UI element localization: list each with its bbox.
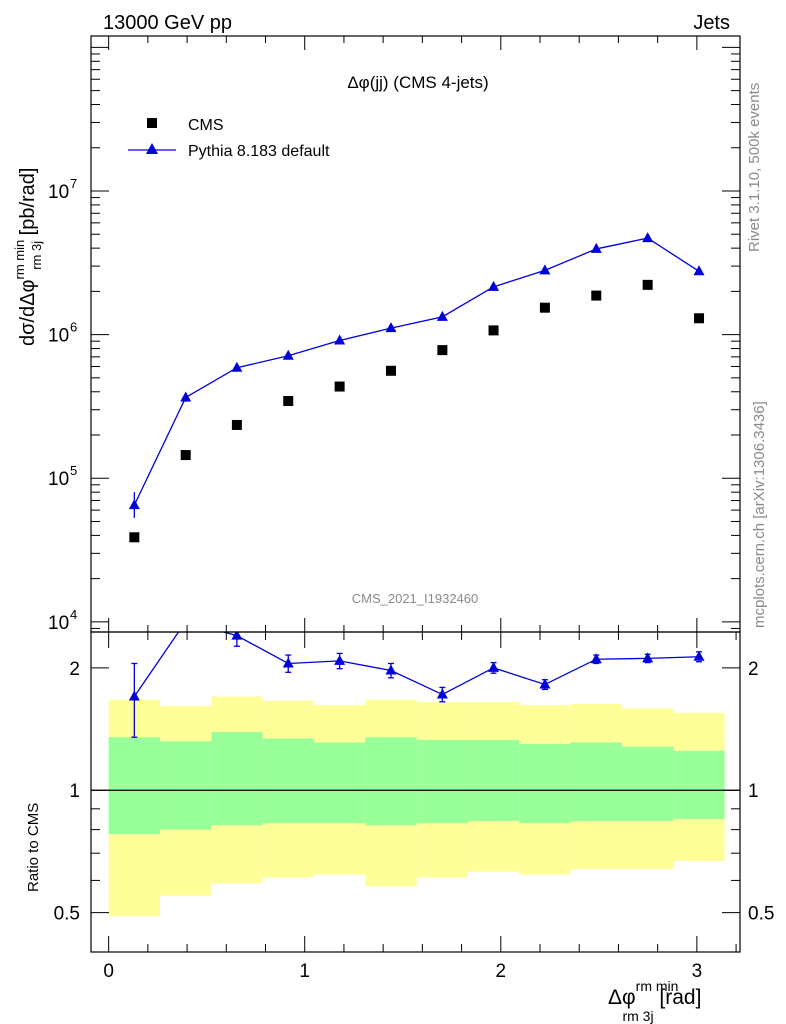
- cms-data-point: [539, 302, 550, 313]
- cms-data-point: [488, 325, 499, 336]
- ratio-mc-point: [436, 688, 448, 699]
- ratio-plot: 0.5 0.5 1 1 2 2 0 1 2 3: [54, 615, 774, 982]
- mc-point: [539, 264, 551, 275]
- ratio-mc-point: [282, 657, 294, 668]
- ratio-mc-point-group: [693, 650, 705, 663]
- legend: CMS Pythia 8.183 default: [128, 117, 330, 160]
- cms-data-point: [385, 365, 396, 376]
- ratio-mc-point: [590, 653, 602, 664]
- mc-point: [590, 242, 602, 253]
- y-tick-label-main: 10: [48, 182, 69, 203]
- ratio-mc-point: [385, 664, 397, 675]
- legend-mc-marker: [146, 143, 158, 154]
- x-axis-label: Δφrm min rm 3j [rad]: [608, 978, 701, 1024]
- ratio-mc-point: [488, 661, 500, 672]
- mc-point: [385, 322, 397, 333]
- analysis-id: CMS_2021_I1932460: [352, 591, 479, 606]
- x-tick-label: 0: [103, 961, 114, 982]
- cms-data-point: [180, 450, 191, 461]
- mc-point: [436, 310, 448, 321]
- y-axis-label-main: dσ/dΔφrm min rm 3j [pb/rad]: [12, 168, 44, 346]
- ratio-band-inner: [108, 737, 161, 835]
- y-tick-label-ratio-right: 0.5: [748, 904, 774, 925]
- legend-cms-marker: [147, 118, 157, 128]
- ratio-mc-point-group: [590, 653, 602, 665]
- ratio-band-inner: [621, 746, 674, 822]
- cms-data-point: [591, 290, 602, 301]
- header-left: 13000 GeV pp: [103, 12, 232, 34]
- y-axis-label-ratio: Ratio to CMS: [25, 803, 42, 892]
- ratio-band-inner: [313, 742, 366, 824]
- y-tick-label-ratio: 0.5: [54, 904, 80, 925]
- cms-data-point: [231, 419, 242, 430]
- ratio-band-inner: [673, 750, 725, 819]
- cms-data-point: [694, 313, 705, 324]
- mc-point: [128, 499, 140, 510]
- ratio-mc-point-group: [436, 686, 448, 703]
- plot-title: Δφ(jj) (CMS 4-jets): [347, 73, 488, 92]
- mc-point: [180, 391, 192, 402]
- ratio-mc-point: [128, 690, 140, 701]
- ratio-mc-line: [133, 632, 700, 697]
- x-tick-label: 1: [299, 961, 310, 982]
- ratio-mc-point-group: [334, 652, 346, 670]
- legend-mc-label: Pythia 8.183 default: [188, 143, 330, 160]
- mc-point: [334, 334, 346, 345]
- x-tick-label: 3: [692, 961, 703, 982]
- ratio-band-inner: [262, 738, 314, 824]
- ratio-band-inner: [519, 743, 571, 824]
- ratio-mc-point-group: [180, 615, 191, 629]
- mc-line: [133, 237, 700, 506]
- header-right: Jets: [693, 12, 730, 34]
- ratio-frame: [90, 631, 741, 953]
- y-tick-label-main: 10: [48, 326, 69, 347]
- ratio-mc-point: [334, 654, 346, 665]
- cms-data-point: [129, 532, 140, 543]
- ratio-mc-point: [231, 632, 243, 640]
- ratio-mc-point-group: [282, 654, 294, 673]
- rivet-label: Rivet 3.1.10, 500k events: [746, 83, 763, 252]
- ratio-mc-point-group: [642, 652, 654, 664]
- ratio-mc-point-group: [385, 662, 397, 679]
- ratio-mc-point: [693, 650, 705, 661]
- legend-cms-label: CMS: [188, 117, 224, 134]
- ratio-mc-point: [642, 652, 654, 663]
- y-tick-label-exp: 7: [70, 176, 77, 191]
- y-tick-label-main: 10: [48, 613, 69, 634]
- y-tick-label-exp: 4: [70, 607, 77, 622]
- ratio-mc-point: [180, 616, 191, 626]
- cms-data-point: [437, 345, 448, 356]
- y-tick-label-ratio-right: 1: [748, 781, 759, 802]
- mc-point: [488, 280, 500, 291]
- cms-data-point: [642, 279, 653, 290]
- ratio-band-inner: [211, 732, 263, 826]
- ratio-mc-point-group: [539, 678, 551, 691]
- mc-point: [231, 361, 243, 372]
- y-tick-label-ratio-right: 2: [748, 659, 759, 680]
- ratio-band-inner: [416, 739, 469, 824]
- cms-data-point: [334, 381, 345, 392]
- ratio-mc-point-group: [128, 662, 140, 738]
- ratio-mc-point-group: [231, 632, 243, 647]
- y-tick-label-ratio: 1: [69, 781, 80, 802]
- ratio-band-inner: [570, 742, 622, 822]
- ratio-mc-point-group: [488, 661, 500, 674]
- ratio-mc-point: [539, 678, 551, 689]
- y-tick-label-exp: 5: [70, 463, 77, 478]
- cms-data-point: [283, 395, 294, 406]
- ratio-band-inner: [468, 739, 520, 822]
- y-tick-label-ratio: 2: [69, 659, 80, 680]
- ratio-band-inner: [160, 741, 212, 830]
- mc-point: [693, 265, 705, 276]
- mcplots-label: mcplots.cern.ch [arXiv:1306.3436]: [751, 401, 768, 628]
- mc-point: [642, 232, 654, 243]
- mc-point: [282, 349, 294, 360]
- ratio-band-inner: [365, 737, 417, 826]
- x-tick-label: 2: [496, 961, 507, 982]
- y-tick-label-exp: 6: [70, 320, 77, 335]
- y-tick-label-main: 10: [48, 469, 69, 490]
